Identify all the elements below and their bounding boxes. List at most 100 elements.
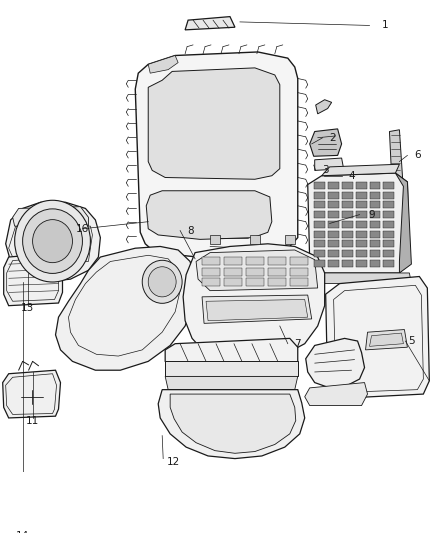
Polygon shape [268,268,286,276]
Polygon shape [4,253,63,305]
Polygon shape [356,211,367,218]
Polygon shape [328,201,339,208]
Polygon shape [170,394,296,453]
Circle shape [148,266,176,297]
Polygon shape [326,277,429,399]
Polygon shape [342,201,353,208]
Polygon shape [246,278,264,286]
Text: 5: 5 [408,336,415,346]
Polygon shape [6,202,100,282]
Polygon shape [384,231,395,238]
Polygon shape [246,268,264,276]
Polygon shape [165,361,298,376]
Polygon shape [384,250,395,257]
Polygon shape [268,278,286,286]
Polygon shape [384,221,395,228]
Polygon shape [202,257,220,265]
Polygon shape [328,231,339,238]
Circle shape [23,209,82,273]
Text: 1: 1 [382,20,389,30]
Polygon shape [342,182,353,189]
Polygon shape [146,191,272,239]
Polygon shape [206,300,308,321]
Polygon shape [165,376,298,390]
Polygon shape [210,235,220,244]
Polygon shape [316,100,332,114]
Text: 7: 7 [294,338,301,349]
Polygon shape [224,268,242,276]
Polygon shape [356,240,367,247]
Polygon shape [370,250,381,257]
Polygon shape [56,246,195,370]
Polygon shape [306,273,411,284]
Polygon shape [328,182,339,189]
Polygon shape [224,257,242,265]
Polygon shape [328,250,339,257]
Text: 2: 2 [329,133,336,143]
Text: 8: 8 [187,225,194,236]
Polygon shape [314,260,325,267]
Polygon shape [342,260,353,267]
Polygon shape [196,250,318,290]
Polygon shape [306,338,364,388]
Polygon shape [342,250,353,257]
Polygon shape [314,182,325,189]
Polygon shape [165,338,298,370]
Polygon shape [310,129,342,156]
Polygon shape [202,295,312,324]
Polygon shape [356,192,367,199]
Polygon shape [384,240,395,247]
Polygon shape [314,221,325,228]
Polygon shape [356,250,367,257]
Text: 9: 9 [368,209,375,220]
Polygon shape [389,130,403,193]
Polygon shape [328,260,339,267]
Polygon shape [370,192,381,199]
Polygon shape [370,182,381,189]
Polygon shape [314,201,325,208]
Polygon shape [250,235,260,244]
Polygon shape [384,260,395,267]
Polygon shape [202,268,220,276]
Polygon shape [328,192,339,199]
Polygon shape [202,278,220,286]
Text: 3: 3 [322,165,329,175]
Polygon shape [370,231,381,238]
Polygon shape [3,370,60,418]
Polygon shape [148,68,280,179]
Polygon shape [285,235,295,244]
Text: 6: 6 [414,150,420,160]
Polygon shape [321,164,399,176]
Polygon shape [356,201,367,208]
Polygon shape [314,231,325,238]
Polygon shape [135,52,298,259]
Polygon shape [314,158,343,171]
Polygon shape [246,257,264,265]
Polygon shape [356,221,367,228]
Text: 11: 11 [26,416,39,425]
Polygon shape [13,207,88,226]
Polygon shape [370,260,381,267]
Polygon shape [396,173,411,273]
Polygon shape [328,211,339,218]
Polygon shape [370,211,381,218]
Circle shape [14,200,90,282]
Polygon shape [185,17,235,30]
Text: 12: 12 [166,457,180,467]
Polygon shape [328,240,339,247]
Polygon shape [183,244,325,361]
Circle shape [32,220,72,263]
Polygon shape [314,211,325,218]
Text: 4: 4 [348,171,355,181]
Circle shape [142,260,182,303]
Polygon shape [384,192,395,199]
Polygon shape [290,268,308,276]
Polygon shape [314,250,325,257]
Polygon shape [384,211,395,218]
Text: 13: 13 [21,303,34,313]
Polygon shape [305,383,367,406]
Polygon shape [370,221,381,228]
Polygon shape [328,221,339,228]
Polygon shape [384,182,395,189]
Polygon shape [148,55,178,73]
